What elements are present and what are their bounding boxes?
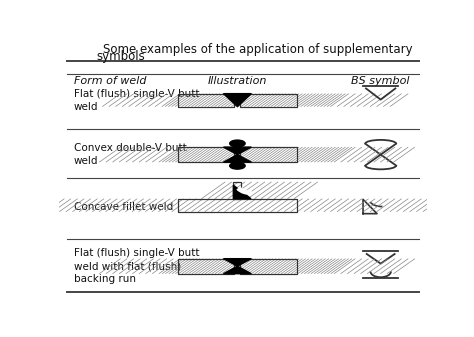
Text: Flat (flush) single-V butt
weld: Flat (flush) single-V butt weld — [74, 89, 200, 112]
Bar — [178, 147, 235, 162]
Polygon shape — [223, 147, 251, 155]
Text: symbols: symbols — [96, 50, 145, 62]
Bar — [178, 94, 235, 106]
Bar — [240, 147, 297, 162]
Text: Form of weld: Form of weld — [74, 76, 146, 86]
Text: Concave fillet weld: Concave fillet weld — [74, 202, 173, 212]
Bar — [178, 199, 297, 212]
Ellipse shape — [230, 162, 245, 169]
Bar — [240, 259, 297, 274]
Text: BS symbol: BS symbol — [351, 76, 410, 86]
Text: Some examples of the application of supplementary: Some examples of the application of supp… — [103, 42, 412, 56]
Ellipse shape — [230, 140, 245, 147]
Polygon shape — [223, 259, 251, 266]
Bar — [178, 94, 235, 106]
Bar — [233, 182, 241, 199]
Bar — [240, 94, 297, 106]
Polygon shape — [223, 266, 251, 274]
Bar — [240, 94, 297, 106]
Bar — [233, 182, 241, 199]
Polygon shape — [223, 94, 251, 106]
Text: Flat (flush) single-V butt
weld with flat (flush)
backing run: Flat (flush) single-V butt weld with fla… — [74, 248, 200, 284]
Bar — [178, 199, 297, 212]
Text: Illustration: Illustration — [208, 76, 267, 86]
Polygon shape — [233, 185, 251, 199]
Bar — [178, 259, 235, 274]
Bar — [240, 147, 297, 162]
Bar — [178, 259, 235, 274]
Bar — [240, 259, 297, 274]
Polygon shape — [223, 155, 251, 162]
Text: Convex double-V butt
weld: Convex double-V butt weld — [74, 143, 187, 166]
Bar — [178, 147, 235, 162]
